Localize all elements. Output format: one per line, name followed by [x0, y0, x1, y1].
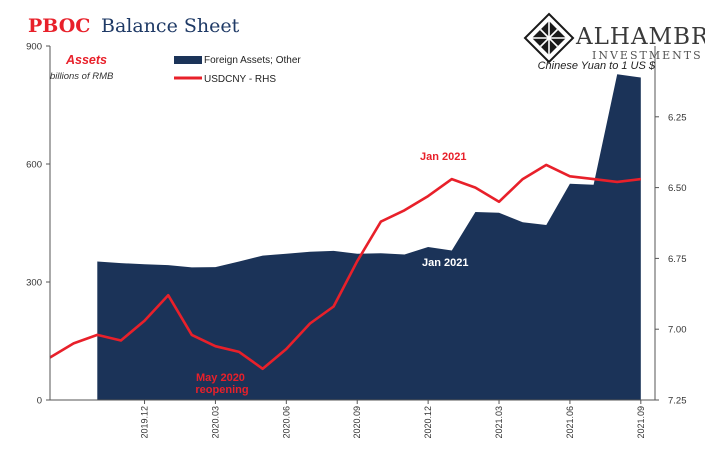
left-tick-label: 900: [26, 42, 42, 53]
x-tick-label: 2020.09: [352, 406, 362, 439]
annotation-jan-2021-usdcny: Jan 2021: [420, 151, 466, 163]
title-rest: Balance Sheet: [101, 15, 240, 37]
legend: Foreign Assets; Other USDCNY - RHS: [174, 55, 301, 85]
legend-label-usdcny: USDCNY - RHS: [204, 74, 276, 85]
left-tick-label: 0: [37, 396, 42, 407]
x-tick-label: 2020.03: [210, 406, 220, 439]
right-tick-label: 6.50: [668, 183, 687, 194]
legend-label-assets: Foreign Assets; Other: [204, 55, 301, 66]
x-tick-label: 2020.12: [423, 406, 433, 439]
area-layer: [97, 74, 641, 401]
line-layer: [49, 163, 641, 371]
diamond-lattice-icon: [523, 12, 575, 64]
right-tick-label: 7.25: [668, 396, 687, 407]
legend-swatch-assets: [174, 56, 202, 64]
logo-sub: INVESTMENTS: [592, 49, 703, 62]
right-tick-label: 7.00: [668, 325, 687, 336]
left-axis-title: Assets: [65, 53, 107, 67]
chart-title: PBOC Balance Sheet: [28, 15, 240, 37]
annotation-jan-2021-assets: Jan 2021: [422, 257, 468, 269]
left-tick-label: 300: [26, 278, 42, 289]
x-tick-label: 2021.06: [565, 406, 575, 439]
annotation-may-2020-line1: May 2020: [196, 372, 245, 384]
logo-name: ALHAMBRA: [575, 24, 705, 50]
right-axis-title: Chinese Yuan to 1 US $: [538, 60, 656, 72]
alhambra-logo: ALHAMBRA INVESTMENTS: [523, 12, 705, 64]
line-usdcny: [49, 163, 641, 371]
annotation-may-2020-line2: reopening: [195, 384, 248, 396]
axes-layer: 0 300 600 900 6.25 6.50 6.75 7.00 7.25 2019.12 202…: [26, 42, 686, 439]
x-tick-label: 2021.03: [494, 406, 504, 439]
right-tick-label: 6.75: [668, 254, 687, 265]
right-tick-label: 6.25: [668, 112, 687, 123]
x-tick-label: 2019.12: [140, 406, 150, 439]
x-tick-label: 2020.06: [281, 406, 291, 439]
title-prefix: PBOC: [28, 15, 90, 37]
area-foreign-assets: [97, 74, 641, 401]
left-axis-subtitle: billions of RMB: [50, 71, 114, 82]
annotation-may-2020: May 2020 reopening: [195, 372, 248, 396]
x-tick-label: 2021.09: [636, 406, 646, 439]
left-tick-label: 600: [26, 160, 42, 171]
